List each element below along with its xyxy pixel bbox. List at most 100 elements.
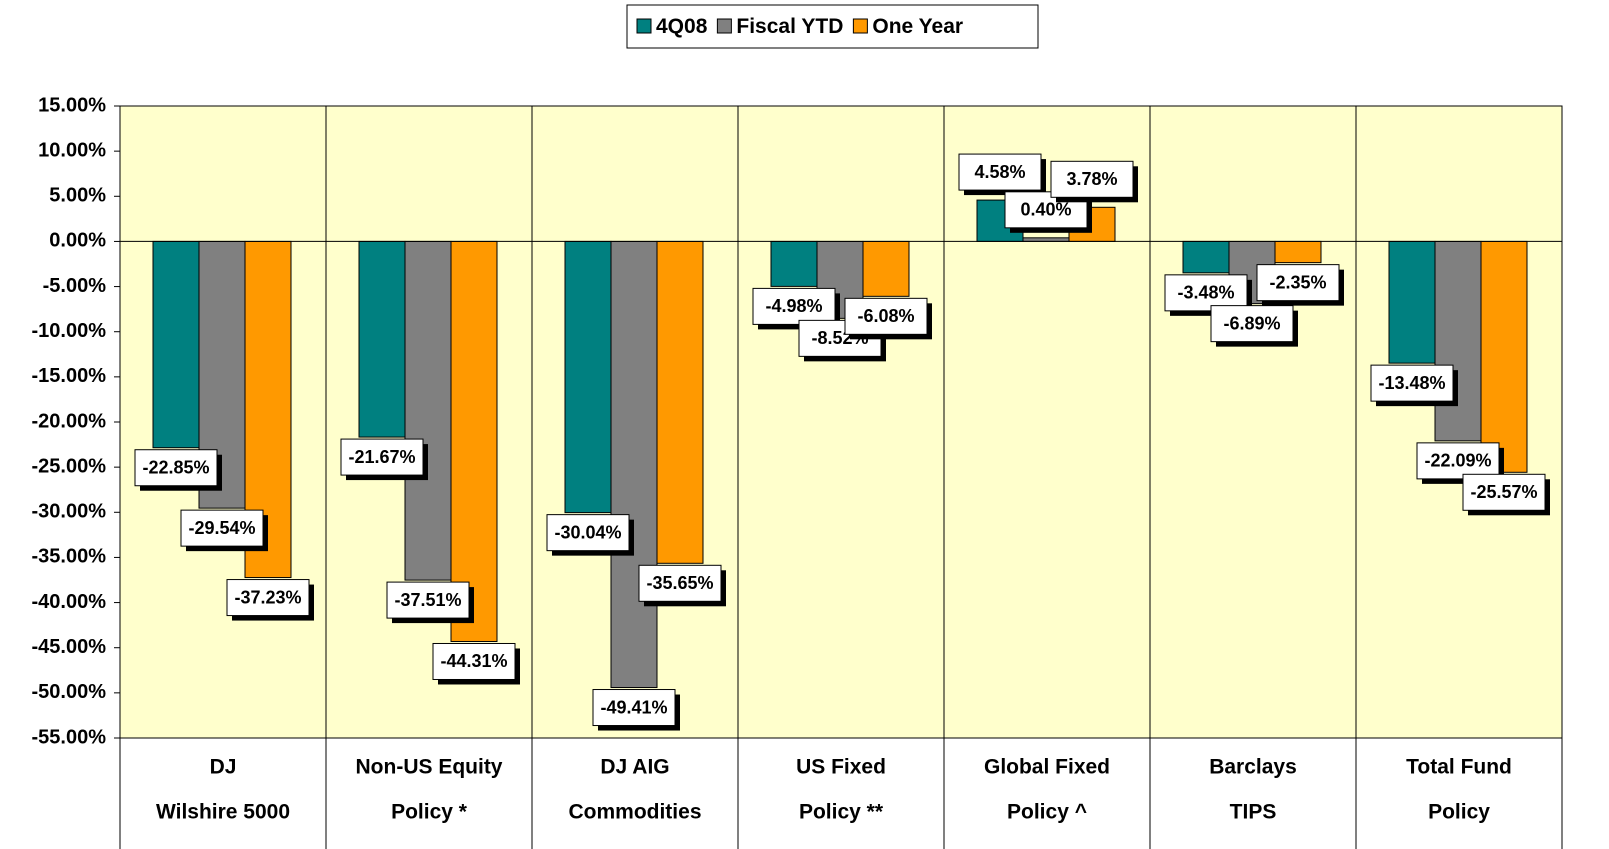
value-label: 3.78% xyxy=(1066,169,1117,189)
label-background xyxy=(844,297,928,335)
y-tick-label: -50.00% xyxy=(32,681,107,703)
y-tick-label: 10.00% xyxy=(38,139,106,161)
value-label-box: 4.58% xyxy=(958,153,1046,196)
value-label-box: -35.65% xyxy=(638,564,726,607)
y-tick-label: -25.00% xyxy=(32,455,107,477)
y-tick-label: -5.00% xyxy=(43,275,107,297)
y-tick-label: -20.00% xyxy=(32,410,107,432)
y-tick-label: -30.00% xyxy=(32,501,107,523)
legend: 4Q08 Fiscal YTD One Year xyxy=(626,4,1039,49)
label-background xyxy=(958,153,1042,191)
value-label: -21.67% xyxy=(348,447,415,467)
label-background xyxy=(1416,442,1500,480)
x-tick-label: Policy xyxy=(1428,801,1490,824)
x-tick-label: Policy ^ xyxy=(1007,801,1087,824)
x-tick-label: Global Fixed xyxy=(984,756,1110,779)
y-tick-label: -45.00% xyxy=(32,636,107,658)
bar xyxy=(1388,240,1436,364)
label-background xyxy=(638,564,722,602)
y-tick-label: -40.00% xyxy=(32,591,107,613)
legend-frame xyxy=(626,4,1039,49)
label-background xyxy=(134,449,218,487)
bar xyxy=(450,240,498,642)
x-tick-label: Total Fund xyxy=(1406,756,1512,779)
label-background xyxy=(180,509,264,547)
value-label-box: -6.08% xyxy=(844,297,932,340)
y-tick-label: -55.00% xyxy=(32,726,107,748)
value-label: 0.40% xyxy=(1020,200,1071,220)
bar xyxy=(1480,240,1528,473)
value-label: -4.98% xyxy=(765,296,822,316)
value-label: -30.04% xyxy=(554,522,621,542)
value-label-box: -37.23% xyxy=(226,579,314,621)
value-label: -22.09% xyxy=(1424,451,1491,471)
bar xyxy=(404,240,452,581)
value-label: -22.85% xyxy=(142,457,209,477)
value-label: -3.48% xyxy=(1177,283,1234,303)
bar xyxy=(1182,240,1230,274)
bar xyxy=(862,240,910,297)
label-background xyxy=(386,581,470,619)
label-background xyxy=(340,438,424,476)
x-tick-label: Policy * xyxy=(391,801,468,824)
value-label-box: -22.85% xyxy=(134,449,222,491)
plot-area xyxy=(119,105,1563,739)
value-label: -13.48% xyxy=(1378,373,1445,393)
value-label: 4.58% xyxy=(974,162,1025,182)
label-background xyxy=(1462,473,1546,511)
value-label-box: -44.31% xyxy=(432,642,520,685)
value-label: -35.65% xyxy=(646,573,713,593)
value-label: -25.57% xyxy=(1470,482,1537,502)
y-tick-label: 5.00% xyxy=(49,185,106,207)
bar xyxy=(564,240,612,514)
legend-label: One Year xyxy=(872,15,963,38)
y-tick-label: 15.00% xyxy=(38,94,106,116)
value-label-box: -49.41% xyxy=(592,689,680,731)
bar xyxy=(1434,240,1482,442)
legend-swatch xyxy=(852,18,868,34)
x-tick-label: Policy ** xyxy=(799,801,884,824)
y-tick-label: -15.00% xyxy=(32,365,107,387)
label-background xyxy=(546,514,630,552)
value-label-box: -3.48% xyxy=(1164,274,1252,316)
bar xyxy=(1022,237,1070,242)
value-label-box: -2.35% xyxy=(1256,264,1344,306)
y-tick-label: -10.00% xyxy=(32,320,107,342)
value-label: -6.89% xyxy=(1223,313,1280,333)
value-label: -29.54% xyxy=(188,518,255,538)
value-label: -2.35% xyxy=(1269,272,1326,292)
legend-swatch xyxy=(716,18,732,34)
bar xyxy=(358,240,406,438)
label-background xyxy=(1256,264,1340,302)
label-background xyxy=(432,642,516,680)
value-label: -6.08% xyxy=(857,306,914,326)
bar xyxy=(656,240,704,564)
bar xyxy=(770,240,818,287)
x-tick-label: DJ xyxy=(210,756,237,779)
value-label-box: -37.51% xyxy=(386,581,474,624)
value-label: -49.41% xyxy=(600,697,667,717)
bar xyxy=(1274,240,1322,264)
x-tick-label: DJ AIG xyxy=(600,756,669,779)
value-label-box: -25.57% xyxy=(1462,473,1550,516)
value-label-box: 3.78% xyxy=(1050,160,1138,203)
value-label-box: -21.67% xyxy=(340,438,428,481)
value-label-box: -6.89% xyxy=(1210,305,1298,347)
x-tick-label: US Fixed xyxy=(796,756,886,779)
value-label-box: -30.04% xyxy=(546,514,634,556)
label-background xyxy=(592,689,676,727)
x-tick-label: TIPS xyxy=(1230,801,1277,824)
bar xyxy=(610,240,658,689)
x-tick-label: Commodities xyxy=(568,801,701,824)
value-label: -37.23% xyxy=(234,587,301,607)
value-label-box: -29.54% xyxy=(180,509,268,552)
legend-label: Fiscal YTD xyxy=(736,15,843,38)
value-label-box: -13.48% xyxy=(1370,364,1458,407)
label-background xyxy=(226,579,310,617)
y-tick-label: -35.00% xyxy=(32,546,107,568)
label-background xyxy=(1210,305,1294,343)
x-tick-label: Barclays xyxy=(1209,756,1297,779)
label-background xyxy=(1370,364,1454,402)
y-tick-label: 0.00% xyxy=(49,230,106,252)
